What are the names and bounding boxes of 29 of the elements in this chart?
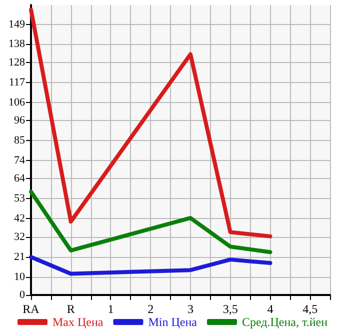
y-tick-label: 64 [14, 172, 26, 185]
y-tick-label: 96 [14, 114, 26, 127]
line-series [29, 190, 272, 254]
y-tick-label: 10 [14, 270, 26, 283]
x-tick-label: 4 [267, 302, 274, 316]
line-series [29, 8, 272, 238]
y-tick-label: 128 [8, 56, 26, 68]
y-tick-label: 149 [8, 18, 26, 30]
y-tick-label: 21 [14, 250, 25, 263]
legend-label: Max Цена [52, 315, 104, 329]
line-series [29, 255, 272, 276]
x-tick-label: 2 [148, 302, 154, 316]
y-tick-label: 106 [8, 96, 26, 108]
y-tick-label: 74 [14, 154, 26, 167]
x-tick-label: 3 [187, 302, 194, 316]
legend-label: Сред.Цена, т.йен [242, 315, 328, 329]
x-tick-label: R [66, 302, 75, 316]
x-tick-label: 3,5 [222, 302, 238, 316]
y-tick-label: 42 [14, 212, 25, 225]
y-tick-label: 53 [14, 192, 26, 205]
x-tick-label: 4,5 [302, 302, 318, 316]
y-tick-label: 0 [20, 289, 26, 301]
x-tick-label: 1 [108, 302, 114, 316]
y-tick-label: 32 [14, 230, 25, 243]
y-tick-label: 117 [8, 76, 26, 88]
y-tick-label: 138 [8, 38, 26, 50]
x-tick-label: RA [22, 302, 40, 316]
y-tick-label: 85 [14, 134, 26, 147]
legend-label: Min Цена [148, 315, 198, 329]
